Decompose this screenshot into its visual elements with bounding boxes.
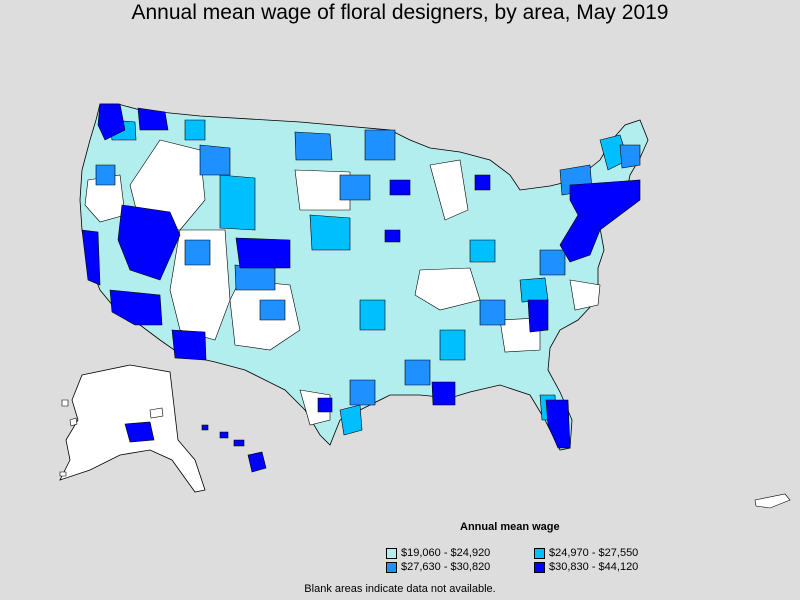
legend-item-band-4: $30,830 - $44,120 xyxy=(534,561,638,573)
legend-label: $24,970 - $27,550 xyxy=(549,547,639,559)
alaska-wage-region xyxy=(124,421,155,443)
legend-item-band-1: $19,060 - $24,920 xyxy=(386,547,490,559)
wage-band-3-regions xyxy=(95,129,641,406)
legend-label: $27,630 - $30,820 xyxy=(401,561,491,573)
legend-item-band-2: $24,970 - $27,550 xyxy=(534,547,638,559)
wage-band-4-regions xyxy=(81,103,641,449)
legend-label: $19,060 - $24,920 xyxy=(401,547,491,559)
legend-title: Annual mean wage xyxy=(460,521,560,533)
legend-swatch xyxy=(386,547,397,559)
map-footnote: Blank areas indicate data not available. xyxy=(304,583,496,595)
legend-swatch xyxy=(534,547,545,559)
hawaii-islands xyxy=(201,424,267,473)
no-data-regions xyxy=(84,139,601,426)
legend-swatch xyxy=(386,561,397,573)
legend-swatch xyxy=(534,561,545,573)
map-title: Annual mean wage of floral designers, by… xyxy=(131,1,669,24)
alaska-islands xyxy=(59,399,164,477)
legend-label: $30,830 - $44,120 xyxy=(549,561,639,573)
legend-item-band-3: $27,630 - $30,820 xyxy=(386,561,490,573)
wage-band-2-regions xyxy=(109,119,629,436)
puerto-rico-outline xyxy=(754,493,791,509)
